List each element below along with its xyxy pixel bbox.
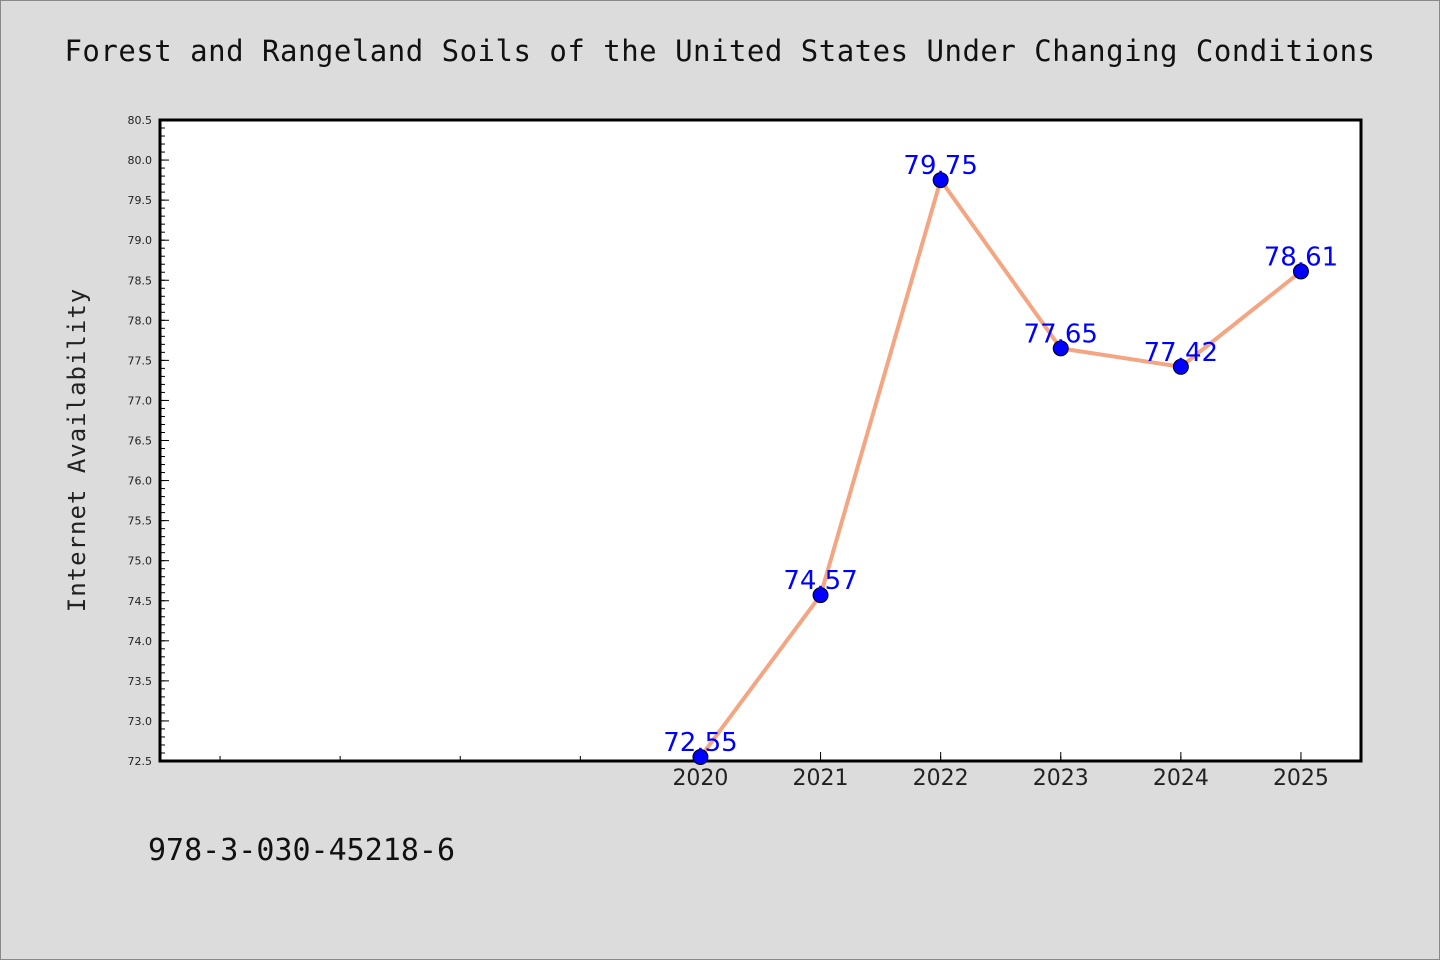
y-tick-label: 80.5 [128,114,153,127]
y-tick-label: 77.0 [128,394,153,407]
y-tick-label: 80.0 [128,154,153,167]
series-line-segment [818,178,943,598]
x-tick-label: 2025 [1273,766,1329,791]
series-line-segment [698,593,823,759]
plot-area [158,118,1363,763]
chart-title: Forest and Rangeland Soils of the United… [64,34,1376,68]
y-tick-label: 72.5 [128,755,153,768]
y-tick-label: 79.5 [128,194,153,207]
y-tick-label: 78.0 [128,314,153,327]
data-label: 77.65 [1024,319,1098,349]
y-tick-label: 77.5 [128,354,153,367]
y-tick-label: 76.0 [128,475,153,488]
data-label: 72.55 [663,728,737,758]
data-label: 77.42 [1144,338,1218,368]
y-tick-label: 78.5 [128,274,153,287]
y-tick-label: 76.5 [128,435,153,448]
y-tick-label: 79.0 [128,234,153,247]
y-tick-label: 73.5 [128,675,153,688]
data-label: 79.75 [903,151,977,181]
data-point [1052,340,1069,357]
x-tick-label: 2023 [1033,766,1089,791]
y-tick-label: 75.0 [128,555,153,568]
x-tick-label: 2022 [913,766,969,791]
x-tick-label: 2020 [672,766,728,791]
data-point [1172,358,1189,375]
series-line-segment [1178,269,1303,369]
series-line-segment [938,178,1063,351]
y-tick-label: 73.0 [128,715,153,728]
data-label: 78.61 [1264,242,1338,272]
x-tick-label: 2021 [793,766,849,791]
data-point [692,748,709,765]
data-point [932,172,949,189]
y-tick-label: 74.0 [128,635,153,648]
data-point [1292,263,1309,280]
data-point [812,587,829,604]
footnote-isbn: 978-3-030-45218-6 [148,833,456,868]
y-tick-label: 75.5 [128,515,153,528]
series-line-segment [1058,346,1183,369]
data-label: 74.57 [783,566,857,596]
x-tick-label: 2024 [1153,766,1209,791]
y-tick-label: 74.5 [128,595,153,608]
